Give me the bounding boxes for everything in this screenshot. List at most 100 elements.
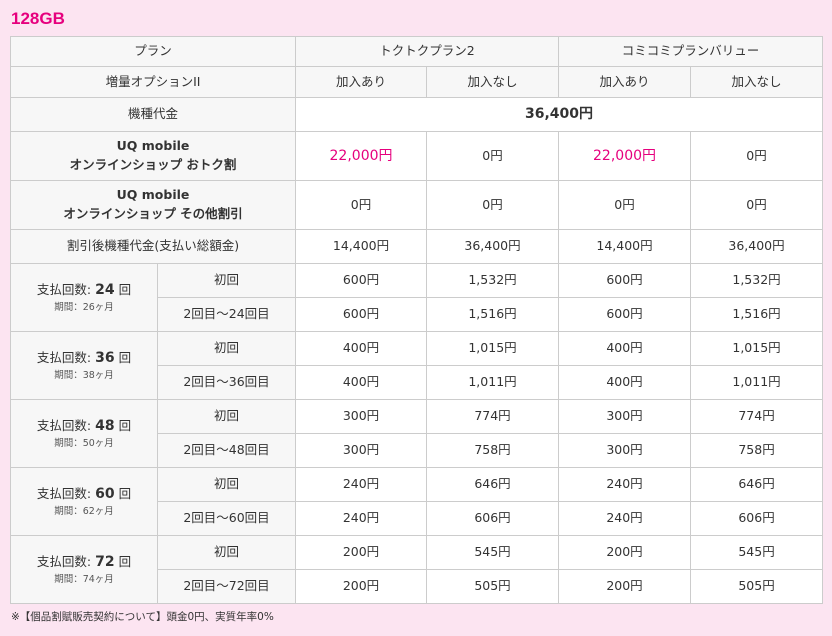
rest-label: 2回目〜24回目: [156, 297, 297, 332]
after-discount-row: 割引後機種代金(支払い総額金) 14,400円 36,400円 14,400円 …: [9, 229, 824, 264]
option-row: 増量オプションII 加入あり 加入なし 加入あり 加入なし: [9, 66, 824, 98]
first-label: 初回: [156, 467, 297, 502]
device-price-value: 36,400円: [295, 97, 824, 132]
installment-first-row: 支払回数: 48 回期間：50ヶ月 初回 300円 774円 300円 774円: [10, 399, 824, 468]
cell: 400円: [295, 331, 428, 366]
cell: 545円: [426, 535, 560, 570]
cell: 505円: [690, 569, 824, 604]
cell: 545円: [690, 535, 824, 570]
first-label: 初回: [156, 535, 297, 570]
installment-label: 支払回数: 24 回期間：26ヶ月: [10, 263, 158, 332]
label-text: 支払回数:: [36, 553, 96, 569]
installment-count: 60: [95, 485, 115, 502]
cell: 1,532円: [426, 263, 560, 298]
installment-first-row: 支払回数: 24 回期間：26ヶ月 初回 600円 1,532円 600円 1,532円: [10, 263, 824, 332]
installment-period: 期間：62ヶ月: [54, 505, 114, 517]
label-line: オンラインショップ その他割引: [63, 206, 243, 221]
cell: 600円: [295, 263, 428, 298]
cell: 600円: [558, 263, 692, 298]
cell: 0円: [558, 180, 692, 230]
label-text: 回: [114, 349, 132, 365]
price-table: プラン トクトクプラン2 コミコミプランバリュー 増量オプションII 加入あり …: [9, 36, 824, 604]
after-discount-label: 割引後機種代金(支払い総額金): [9, 229, 297, 264]
installment-period: 期間：26ヶ月: [54, 301, 114, 313]
option-value: 加入あり: [295, 66, 428, 98]
rest-label: 2回目〜72回目: [156, 569, 297, 604]
cell: 14,400円: [295, 229, 428, 264]
cell: 400円: [295, 365, 428, 400]
cell: 200円: [295, 569, 428, 604]
cell: 200円: [295, 535, 428, 570]
cell: 646円: [426, 467, 560, 502]
label-line: UQ mobile: [116, 187, 190, 203]
label-text: 支払回数:: [36, 485, 96, 501]
installment-count: 36: [95, 349, 115, 366]
discount1-label: UQ mobile オンラインショップ おトク割: [9, 131, 297, 181]
cell: 36,400円: [690, 229, 824, 264]
cell: 1,011円: [690, 365, 824, 400]
cell: 774円: [426, 399, 560, 434]
installment-label: 支払回数: 48 回期間：50ヶ月: [10, 399, 158, 468]
installment-period: 期間：38ヶ月: [54, 369, 114, 381]
installment-rest-row: 2回目〜72回目 200円 505円 200円 505円: [11, 569, 824, 604]
cell: 1,015円: [426, 331, 560, 366]
option-label: 増量オプションII: [9, 66, 297, 98]
label-text: 支払回数:: [36, 349, 96, 365]
cell: 646円: [690, 467, 824, 502]
installment-count: 24: [95, 281, 115, 298]
option-value: 加入あり: [558, 66, 692, 98]
cell: 240円: [295, 501, 428, 536]
installment-count: 48: [95, 417, 115, 434]
first-label: 初回: [156, 263, 297, 298]
label-line: オンラインショップ おトク割: [69, 157, 237, 172]
plan-name: トクトクプラン2: [295, 36, 560, 67]
installment-rest-row: 2回目〜60回目 240円 606円 240円 606円: [11, 501, 824, 536]
cell: 22,000円: [295, 131, 428, 181]
label-text: 回: [114, 417, 132, 433]
cell: 300円: [295, 433, 428, 468]
installment-label: 支払回数: 72 回期間：74ヶ月: [10, 535, 158, 604]
label-text: 回: [114, 281, 132, 297]
rest-label: 2回目〜48回目: [156, 433, 297, 468]
label-line: UQ mobile: [116, 138, 190, 154]
cell: 0円: [426, 131, 560, 181]
installment-period: 期間：74ヶ月: [54, 573, 114, 585]
footnote: ※【個品割賦販売契約について】頭金0円、実質年率0%: [11, 611, 274, 623]
option-value: 加入なし: [426, 66, 560, 98]
cell: 22,000円: [558, 131, 692, 181]
option-value: 加入なし: [690, 66, 824, 98]
installment-first-row: 支払回数: 72 回期間：74ヶ月 初回 200円 545円 200円 545円: [10, 535, 824, 604]
capacity-title: 128GB: [11, 9, 65, 28]
device-price-label: 機種代金: [9, 97, 297, 132]
cell: 1,011円: [426, 365, 560, 400]
cell: 774円: [690, 399, 824, 434]
discount2-row: UQ mobile オンラインショップ その他割引 0円 0円 0円 0円: [9, 180, 824, 230]
cell: 36,400円: [426, 229, 560, 264]
installment-label: 支払回数: 36 回期間：38ヶ月: [10, 331, 158, 400]
label-text: 回: [114, 485, 132, 501]
cell: 400円: [558, 365, 692, 400]
cell: 1,532円: [690, 263, 824, 298]
label-text: 回: [114, 553, 132, 569]
cell: 300円: [295, 399, 428, 434]
installment-rest-row: 2回目〜48回目 300円 758円 300円 758円: [11, 433, 824, 468]
installment-rest-row: 2回目〜24回目 600円 1,516円 600円 1,516円: [11, 297, 824, 332]
cell: 200円: [558, 569, 692, 604]
cell: 1,516円: [426, 297, 560, 332]
cell: 758円: [690, 433, 824, 468]
installment-first-row: 支払回数: 36 回期間：38ヶ月 初回 400円 1,015円 400円 1,015円: [10, 331, 824, 400]
installment-label: 支払回数: 60 回期間：62ヶ月: [10, 467, 158, 536]
cell: 14,400円: [558, 229, 692, 264]
plan-row: プラン トクトクプラン2 コミコミプランバリュー: [9, 36, 824, 67]
cell: 0円: [690, 180, 824, 230]
cell: 0円: [690, 131, 824, 181]
rest-label: 2回目〜36回目: [156, 365, 297, 400]
plan-name: コミコミプランバリュー: [558, 36, 824, 67]
cell: 0円: [426, 180, 560, 230]
label-text: 支払回数:: [36, 417, 96, 433]
device-price-row: 機種代金 36,400円: [9, 97, 824, 132]
cell: 600円: [558, 297, 692, 332]
plan-label: プラン: [9, 36, 297, 67]
cell: 758円: [426, 433, 560, 468]
cell: 300円: [558, 399, 692, 434]
